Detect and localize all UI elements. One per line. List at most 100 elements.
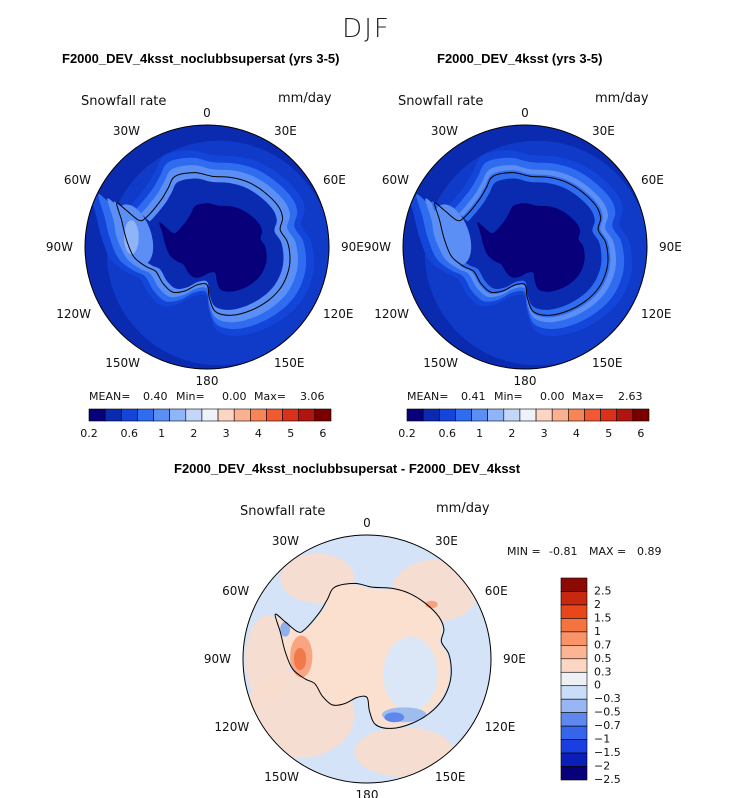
- panel2-lon-label: 150E: [592, 356, 623, 370]
- panel1-colorbar-cell: [233, 408, 251, 422]
- panel3-colorbar-cell: [560, 604, 588, 619]
- panel3-colorbar-cell: [560, 658, 588, 673]
- panel2-colorbar-tick: 3: [541, 427, 548, 440]
- panel1-max-value: 3.06: [300, 390, 325, 403]
- panel1-colorbar-tick: 2: [190, 427, 197, 440]
- panel1-coastline: [116, 172, 291, 316]
- panel1-lon-label: 180: [196, 374, 219, 388]
- panel3-colorbar-tick: 1: [594, 625, 601, 638]
- panel2-units: mm/day: [595, 91, 649, 106]
- panel2-colorbar: 0.2 0.6 1 2 3 4 5 6: [398, 408, 650, 440]
- panel3-colorbar-cell: [560, 591, 588, 606]
- panel3-colorbar-tick: −1: [594, 733, 610, 746]
- panel3-colorbar-cell: [560, 631, 588, 646]
- panel1-units: mm/day: [278, 91, 332, 106]
- panel1-colorbar-cell: [120, 408, 138, 422]
- panel3-colorbar: 2.521.510.70.50.30−0.3−0.5−0.7−1−1.5−2−2…: [560, 577, 621, 786]
- panel2-lon-label: 120W: [374, 307, 409, 321]
- panel3-colorbar-cell: [560, 645, 588, 660]
- panel3-coast-min: [384, 712, 405, 723]
- panel3-colorbar-cell: [560, 685, 588, 700]
- panel3-lon-label: 90W: [204, 652, 231, 666]
- panel3-colorbar-tick: 2.5: [594, 585, 612, 598]
- panel2-lon-label: 30W: [431, 124, 458, 138]
- panel1-lon-label: 0: [203, 106, 211, 120]
- panel3-colorbar-tick: 0.3: [594, 665, 612, 678]
- panel1-polar-map: 0 30E 60E 90E 120E 150E 180 150W 120W 90W 60W 30W: [46, 106, 364, 388]
- panel3-field-label: Snowfall rate: [240, 504, 326, 519]
- panel3-west-negative: [280, 621, 291, 637]
- panel2-title: F2000_DEV_4ksst (yrs 3-5): [437, 51, 603, 66]
- panel3-colorbar-tick: −2.5: [594, 773, 621, 786]
- panel2-lon-label: 120E: [641, 307, 672, 321]
- panel3-colorbar-tick: −0.7: [594, 719, 621, 732]
- panel3-lon-label: 30W: [272, 534, 299, 548]
- panel2-colorbar-cell: [600, 408, 618, 422]
- panel1-map-border: [84, 124, 330, 370]
- panel3-units: mm/day: [436, 501, 490, 516]
- panel3-map-border: [242, 534, 492, 784]
- panel1-lon-label: 30E: [274, 124, 297, 138]
- panel1-colorbar-tick: 5: [287, 427, 294, 440]
- panel2-colorbar-cell: [568, 408, 585, 422]
- panel3-lon-label: 150E: [435, 770, 466, 784]
- panel1-field-label: Snowfall rate: [81, 94, 167, 109]
- panel3-max-label: MAX =: [589, 545, 627, 558]
- panel2-interior-zone: [477, 203, 585, 292]
- panel2-colorbar-tick: 0.2: [398, 427, 416, 440]
- panel2-lon-label: 30E: [592, 124, 615, 138]
- panel1-lon-label: 120E: [323, 307, 354, 321]
- panel2-colorbar-tick: 4: [573, 427, 580, 440]
- panel3-colorbar-tick: −0.5: [594, 706, 621, 719]
- panel3-colorbar-cell: [560, 725, 588, 740]
- panel3-colorbar-cell: [560, 698, 588, 713]
- panel2-max-label: Max=: [572, 390, 604, 403]
- panel2-colorbar-tick: 1: [476, 427, 483, 440]
- panel1-colorbar-cell: [169, 408, 187, 422]
- panel2-colorbar-cell: [422, 408, 440, 422]
- panel2-coastline: [434, 172, 609, 316]
- panel3-positive-patch: [354, 727, 454, 777]
- panel3-lon-label: 180: [356, 788, 379, 798]
- panel3-colorbar-cell: [560, 766, 588, 781]
- panel1-colorbar-cell: [298, 408, 316, 422]
- panel3-min-value: -0.81: [549, 545, 578, 558]
- panel1-colorbar-cell: [217, 408, 235, 422]
- panel2-colorbar-cell: [438, 408, 456, 422]
- panel3-lon-label: 60E: [485, 584, 508, 598]
- panel1-colorbar-cell: [137, 408, 154, 422]
- panel3-colorbar-cell: [560, 752, 588, 767]
- panel1-colorbar-tick: 1: [158, 427, 165, 440]
- panel2-colorbar-cell: [584, 408, 601, 422]
- panel3-coastline: [274, 582, 452, 729]
- panel1-colorbar: 0.2 0.6 1 2 3 4 5 6: [80, 408, 332, 440]
- panel2-field-label: Snowfall rate: [398, 94, 484, 109]
- panel2-lon-label: 90W: [364, 240, 391, 254]
- panel1-colorbar-tick: 6: [319, 427, 326, 440]
- panel2-lon-label: 90E: [659, 240, 682, 254]
- panel2-lon-label: 150W: [423, 356, 458, 370]
- panel2-field-group: [403, 125, 647, 369]
- panel2-colorbar-cell: [632, 408, 650, 422]
- panel1-lon-label: 60W: [64, 173, 91, 187]
- panel3-peninsula-max: [293, 647, 307, 671]
- panel3-polar-map: 0 30E 60E 90E 120E 150E 180 150W 120W 90W 60W 30W: [204, 516, 526, 798]
- panel1-colorbar-tick: 0.2: [80, 427, 98, 440]
- panel1-colorbar-cell: [104, 408, 122, 422]
- panel3-lon-label: 150W: [264, 770, 299, 784]
- figure-title: DJF: [342, 14, 391, 44]
- panel2-colorbar-cell: [487, 408, 505, 422]
- panel2-lon-label: 60E: [641, 173, 664, 187]
- panel3-colorbar-cell: [560, 577, 588, 592]
- panel1-min-label: Min=: [176, 390, 205, 403]
- panel1-peninsula-max: [124, 220, 139, 255]
- panel2-colorbar-tick: 5: [605, 427, 612, 440]
- panel3-colorbar-cell: [560, 712, 588, 727]
- panel1-lon-label: 90W: [46, 240, 73, 254]
- panel1-lon-label: 150E: [274, 356, 305, 370]
- panel3-colorbar-tick: −0.3: [594, 692, 621, 705]
- panel1-colorbar-cell: [201, 408, 219, 422]
- panel1-colorbar-cell: [266, 408, 283, 422]
- panel1-min-value: 0.00: [222, 390, 247, 403]
- panel3-colorbar-tick: 0.7: [594, 638, 612, 651]
